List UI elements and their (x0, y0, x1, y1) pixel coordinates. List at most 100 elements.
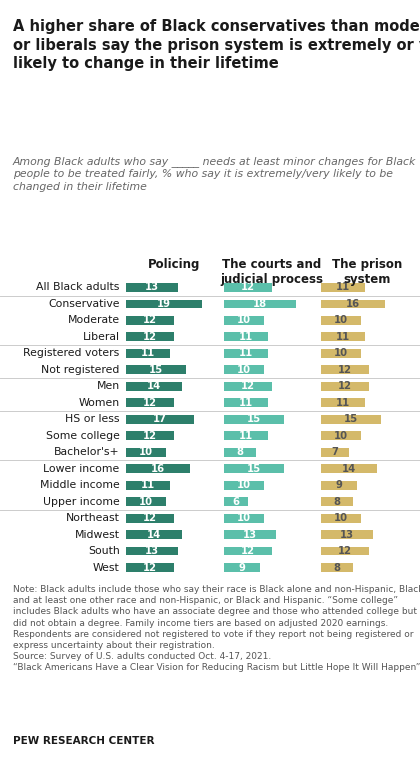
Text: 11: 11 (336, 397, 350, 408)
Bar (126, 547, 178, 556)
Text: 17: 17 (153, 414, 167, 424)
Text: 15: 15 (247, 414, 261, 424)
Text: 12: 12 (241, 546, 255, 556)
Text: 14: 14 (147, 382, 161, 391)
Text: 11: 11 (336, 282, 350, 293)
Bar (224, 481, 264, 489)
Text: 11: 11 (239, 332, 253, 342)
Text: 7: 7 (332, 447, 339, 458)
Text: 10: 10 (334, 315, 348, 325)
Bar (321, 299, 385, 308)
Text: 16: 16 (346, 299, 360, 309)
Bar (224, 514, 264, 523)
Text: 13: 13 (340, 530, 354, 540)
Bar (321, 530, 373, 539)
Text: Men: Men (97, 382, 120, 391)
Text: South: South (88, 546, 120, 556)
Bar (224, 415, 284, 423)
Text: 10: 10 (237, 513, 251, 523)
Text: 11: 11 (141, 480, 155, 490)
Text: 13: 13 (145, 546, 159, 556)
Text: 19: 19 (157, 299, 171, 309)
Text: 12: 12 (143, 397, 157, 408)
Bar (224, 398, 268, 407)
Text: 14: 14 (342, 464, 356, 473)
Text: 10: 10 (334, 513, 348, 523)
Text: 18: 18 (253, 299, 267, 309)
Bar (224, 382, 272, 391)
Bar (126, 283, 178, 292)
Text: 9: 9 (239, 562, 245, 573)
Bar (224, 316, 264, 325)
Text: 15: 15 (149, 365, 163, 375)
Text: Conservative: Conservative (48, 299, 120, 309)
Bar (224, 498, 248, 506)
Bar (126, 332, 174, 341)
Bar (321, 415, 381, 423)
Bar (224, 448, 256, 457)
Text: 16: 16 (151, 464, 165, 473)
Bar (126, 316, 174, 325)
Bar (126, 366, 186, 374)
Bar (321, 332, 365, 341)
Bar (224, 547, 272, 556)
Text: 10: 10 (334, 348, 348, 358)
Text: Women: Women (79, 397, 120, 408)
Bar (126, 432, 174, 440)
Text: HS or less: HS or less (65, 414, 120, 424)
Text: 11: 11 (141, 348, 155, 358)
Text: Registered voters: Registered voters (24, 348, 120, 358)
Text: The prison
system: The prison system (332, 258, 403, 287)
Bar (321, 366, 369, 374)
Bar (321, 498, 353, 506)
Text: The courts and
judicial process: The courts and judicial process (220, 258, 323, 287)
Bar (224, 299, 296, 308)
Bar (321, 349, 361, 357)
Text: 12: 12 (241, 382, 255, 391)
Text: 8: 8 (236, 447, 243, 458)
Text: 12: 12 (143, 513, 157, 523)
Bar (321, 547, 369, 556)
Text: Northeast: Northeast (66, 513, 120, 523)
Bar (224, 332, 268, 341)
Bar (224, 366, 264, 374)
Text: Some college: Some college (46, 431, 120, 441)
Text: 12: 12 (338, 382, 352, 391)
Text: Middle income: Middle income (40, 480, 120, 490)
Bar (321, 382, 369, 391)
Text: Liberal: Liberal (83, 332, 120, 342)
Text: 11: 11 (239, 348, 253, 358)
Text: Lower income: Lower income (43, 464, 120, 473)
Bar (224, 530, 276, 539)
Text: 12: 12 (241, 282, 255, 293)
Text: 10: 10 (139, 447, 153, 458)
Text: 6: 6 (232, 497, 239, 507)
Text: 12: 12 (338, 365, 352, 375)
Text: 10: 10 (334, 431, 348, 441)
Text: 11: 11 (239, 397, 253, 408)
Bar (224, 349, 268, 357)
Text: Midwest: Midwest (75, 530, 120, 540)
Bar (321, 448, 349, 457)
Text: Upper income: Upper income (43, 497, 120, 507)
Text: 9: 9 (336, 480, 343, 490)
Bar (126, 481, 170, 489)
Bar (321, 283, 365, 292)
Text: 14: 14 (147, 530, 161, 540)
Text: Moderate: Moderate (68, 315, 120, 325)
Text: 12: 12 (143, 562, 157, 573)
Bar (126, 448, 166, 457)
Bar (321, 432, 361, 440)
Bar (126, 398, 174, 407)
Bar (126, 349, 170, 357)
Text: 8: 8 (334, 497, 341, 507)
Bar (321, 481, 357, 489)
Bar (126, 415, 194, 423)
Text: Not registered: Not registered (41, 365, 120, 375)
Bar (321, 563, 353, 572)
Text: All Black adults: All Black adults (36, 282, 120, 293)
Bar (224, 563, 260, 572)
Text: Bachelor's+: Bachelor's+ (54, 447, 120, 458)
Text: West: West (93, 562, 120, 573)
Text: 11: 11 (336, 332, 350, 342)
